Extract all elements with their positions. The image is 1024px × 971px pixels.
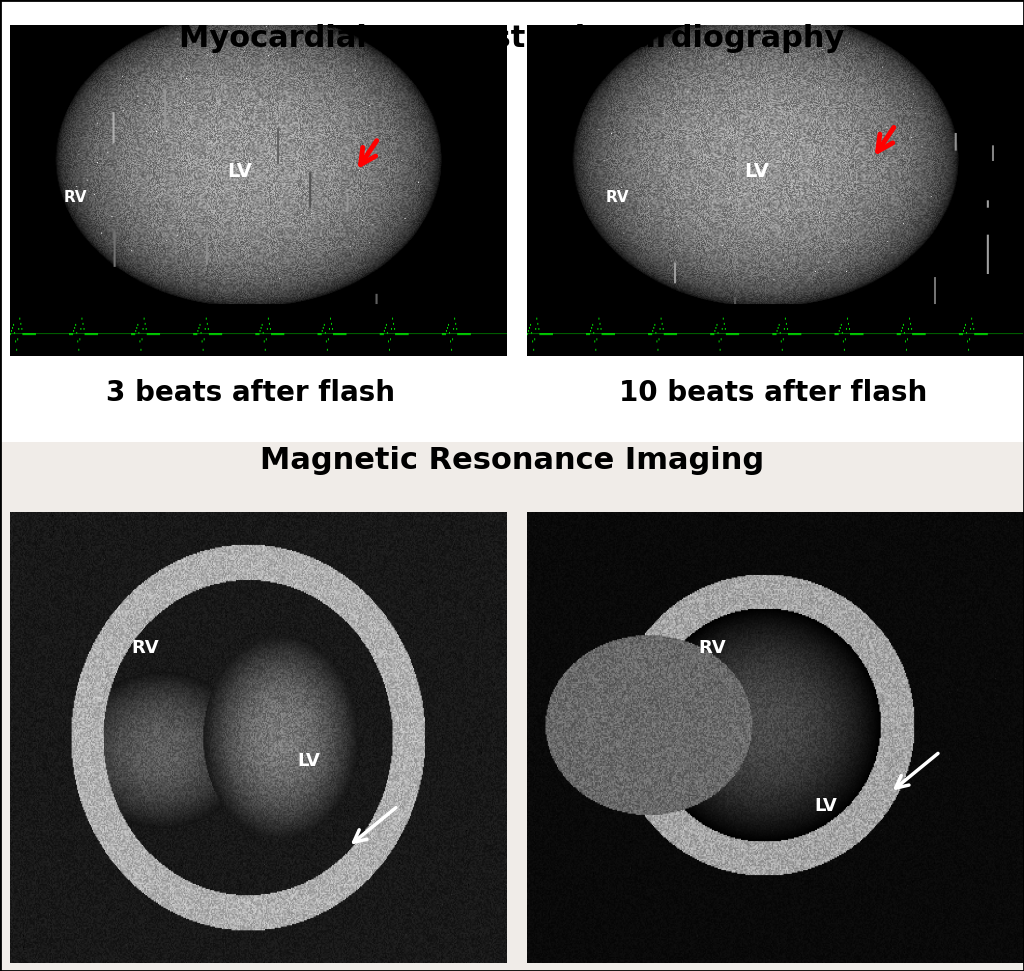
Text: RV: RV xyxy=(605,190,629,206)
Text: Myocardial Contrast Echocardiography: Myocardial Contrast Echocardiography xyxy=(179,24,845,53)
Text: LV: LV xyxy=(226,162,252,181)
Text: RV: RV xyxy=(698,639,726,656)
Text: LV: LV xyxy=(743,162,769,181)
Text: RV: RV xyxy=(131,639,159,656)
Text: RV: RV xyxy=(63,190,87,206)
Text: LV: LV xyxy=(814,797,838,815)
Text: Magnetic Resonance Imaging: Magnetic Resonance Imaging xyxy=(260,446,764,475)
Text: 10 beats after flash: 10 beats after flash xyxy=(618,380,928,407)
Text: 3 beats after flash: 3 beats after flash xyxy=(106,380,395,407)
Text: LV: LV xyxy=(297,752,321,770)
